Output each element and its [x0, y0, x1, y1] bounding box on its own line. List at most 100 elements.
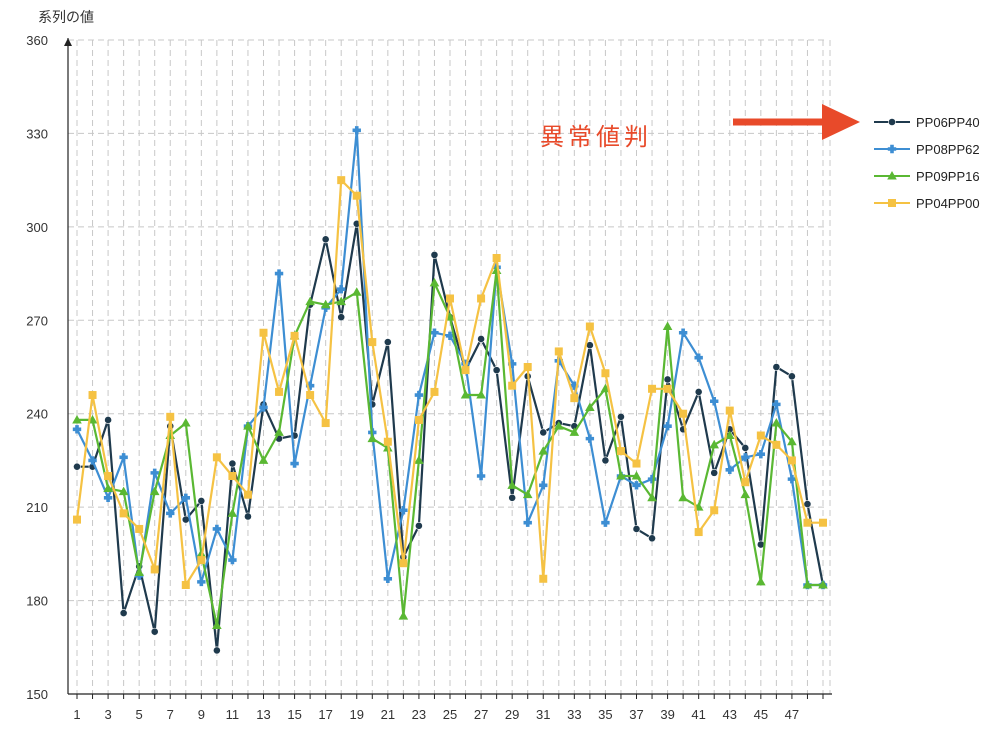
axes — [64, 38, 832, 699]
anomaly-annotation: 異常値判 — [540, 124, 652, 151]
data-point — [803, 500, 812, 508]
data-point — [601, 456, 610, 465]
data-point — [73, 462, 81, 471]
y-tick-label: 150 — [26, 687, 48, 702]
y-tick-label: 300 — [26, 220, 48, 235]
data-point — [741, 453, 750, 462]
data-point — [740, 489, 751, 499]
data-point — [150, 565, 159, 574]
x-tick-label: 27 — [474, 707, 488, 722]
data-point — [212, 646, 221, 655]
data-point — [352, 191, 361, 200]
data-point — [508, 381, 517, 390]
data-point — [119, 609, 128, 617]
data-point — [398, 611, 409, 620]
data-point — [569, 427, 580, 436]
data-point — [648, 384, 657, 393]
data-point — [570, 394, 579, 403]
x-tick-label: 15 — [287, 707, 301, 722]
data-point — [399, 506, 408, 515]
data-point — [663, 421, 672, 431]
data-point — [321, 419, 330, 428]
data-point — [725, 465, 734, 474]
legend: PP06PP40 PP08PP62 PP09PP16 PP04PP00 — [874, 115, 980, 211]
data-point — [461, 366, 470, 375]
data-point — [430, 387, 439, 396]
series-lines — [72, 126, 828, 655]
data-point — [181, 581, 190, 589]
legend-label: PP09PP16 — [916, 169, 980, 184]
data-point — [180, 418, 191, 427]
data-point — [212, 453, 221, 462]
y-axis-arrow — [64, 38, 72, 46]
data-point — [710, 468, 719, 477]
data-point — [679, 409, 688, 418]
y-tick-label: 210 — [26, 500, 48, 515]
data-point — [429, 277, 440, 287]
data-point — [803, 518, 812, 527]
data-point — [274, 427, 284, 436]
data-point — [461, 359, 470, 369]
legend-marker — [888, 199, 896, 207]
data-point — [771, 418, 782, 427]
data-point — [118, 486, 129, 496]
data-point — [539, 481, 548, 490]
x-tick-label: 47 — [785, 707, 799, 722]
data-point — [351, 287, 362, 296]
data-point — [756, 576, 766, 586]
data-point — [103, 493, 113, 502]
data-point — [802, 580, 813, 589]
data-point — [383, 437, 392, 446]
data-point — [243, 490, 252, 499]
data-point — [275, 387, 284, 396]
data-point — [554, 347, 563, 356]
data-point — [724, 430, 735, 440]
data-point — [694, 388, 703, 396]
x-tick-label: 45 — [754, 707, 768, 722]
legend-label: PP08PP62 — [916, 142, 980, 157]
data-point — [616, 471, 626, 480]
data-point — [243, 421, 253, 430]
data-point — [523, 363, 532, 371]
data-point — [88, 391, 97, 400]
data-point — [523, 518, 532, 527]
data-point — [150, 627, 159, 636]
data-point — [818, 580, 828, 589]
data-point — [694, 353, 703, 362]
data-point — [663, 384, 672, 393]
x-tick-label: 31 — [536, 707, 550, 722]
data-point — [197, 556, 206, 565]
x-tick-label: 43 — [723, 707, 737, 722]
data-point — [678, 492, 688, 502]
x-tick-label: 23 — [412, 707, 426, 722]
data-point — [258, 455, 269, 464]
data-point — [367, 433, 378, 443]
x-tick-label: 33 — [567, 707, 581, 722]
data-point — [320, 299, 331, 309]
data-point — [741, 478, 750, 487]
x-tick-label: 29 — [505, 707, 519, 722]
data-point — [352, 126, 361, 135]
y-tick-label: 330 — [26, 126, 48, 141]
data-point — [430, 328, 439, 337]
data-point — [756, 431, 765, 440]
data-point — [678, 328, 688, 337]
data-point — [772, 440, 781, 449]
data-point — [616, 447, 625, 456]
data-point — [632, 525, 641, 533]
legend-item-PP08PP62: PP08PP62 — [874, 142, 980, 157]
data-point — [197, 497, 206, 505]
legend-item-PP09PP16: PP09PP16 — [874, 169, 980, 184]
data-point — [492, 254, 501, 262]
data-point — [212, 620, 222, 629]
data-point — [103, 483, 113, 492]
data-point — [507, 359, 517, 369]
data-point — [617, 412, 625, 421]
data-point — [538, 446, 549, 455]
data-point — [507, 480, 517, 489]
data-point — [399, 559, 408, 568]
legend-marker — [887, 171, 897, 180]
data-point — [104, 472, 113, 480]
data-point — [88, 456, 97, 465]
